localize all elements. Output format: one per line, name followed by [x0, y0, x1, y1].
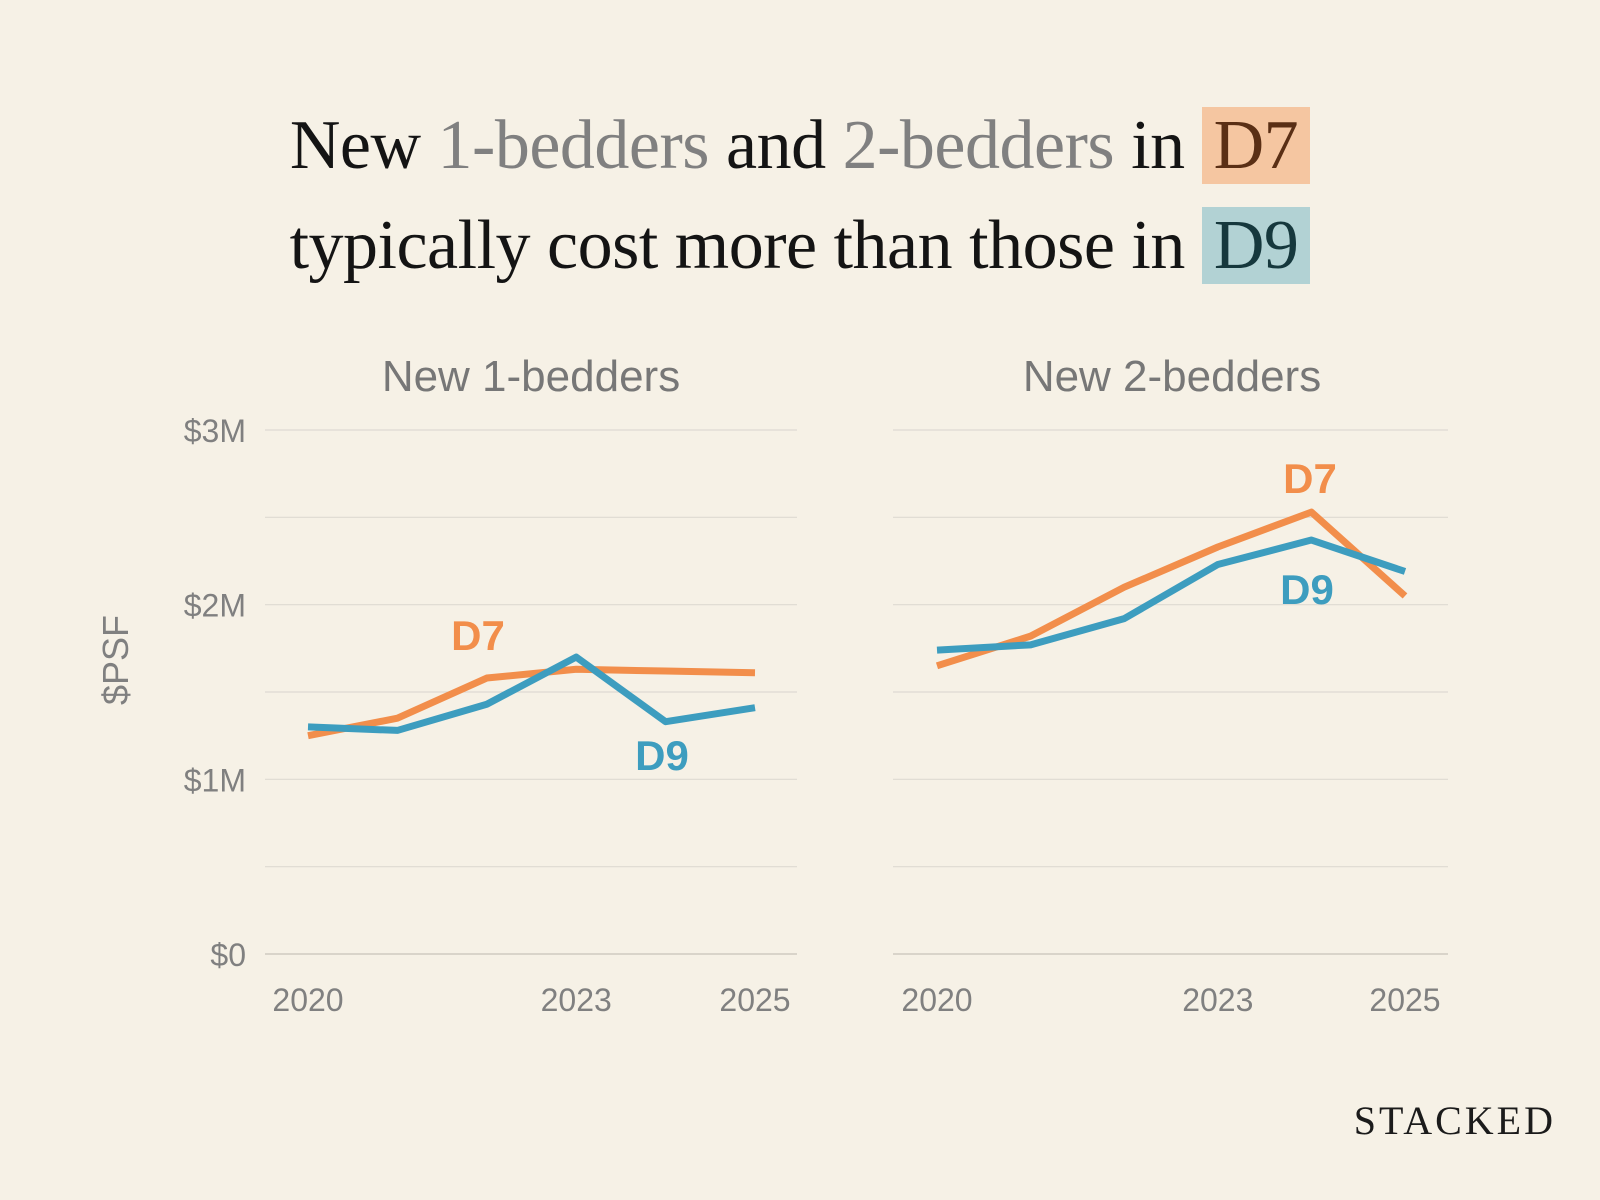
- series-line-d9: [307, 653, 756, 734]
- y-axis-label: $PSF: [95, 615, 136, 705]
- brand-logo: STACKED: [1353, 1098, 1556, 1143]
- headline-word: and: [709, 107, 843, 184]
- headline-line-2: typically cost more than those in D9: [0, 196, 1600, 296]
- headline-line-1: New 1-bedders and 2-bedders in D7: [0, 96, 1600, 196]
- x-tick-label: 2020: [272, 982, 343, 1018]
- headline-d9-highlight: D9: [1201, 207, 1311, 284]
- headline-word: New: [289, 107, 438, 184]
- x-tick-label: 2025: [719, 982, 790, 1018]
- panel-title: New 2-bedders: [1023, 352, 1321, 401]
- panel-title: New 1-bedders: [382, 352, 680, 401]
- x-tick-label: 2023: [541, 982, 612, 1018]
- x-tick-label: 2023: [1182, 982, 1253, 1018]
- x-tick-label: 2020: [901, 982, 972, 1018]
- series-label-d9: D9: [635, 732, 689, 779]
- y-tick-label: $0: [210, 937, 246, 973]
- x-tick-label: 2025: [1369, 982, 1440, 1018]
- headline-2-bedders: 2-bedders: [842, 107, 1115, 184]
- series-label-d9: D9: [1280, 566, 1334, 613]
- y-tick-label: $2M: [184, 588, 246, 624]
- series-line-d7: [307, 665, 756, 740]
- chart-headline: New 1-bedders and 2-bedders in D7 typica…: [0, 96, 1600, 296]
- headline-word: typically cost more than those in: [289, 207, 1202, 284]
- headline-word: in: [1114, 107, 1202, 184]
- y-tick-label: $1M: [184, 762, 246, 798]
- series-line-d7: [935, 508, 1408, 670]
- series-label-d7: D7: [1283, 455, 1337, 502]
- headline-1-bedders: 1-bedders: [437, 107, 710, 184]
- series-label-d7: D7: [451, 612, 505, 659]
- series-line-d9: [936, 536, 1407, 654]
- headline-d7-highlight: D7: [1201, 107, 1311, 184]
- y-tick-label: $3M: [184, 413, 246, 449]
